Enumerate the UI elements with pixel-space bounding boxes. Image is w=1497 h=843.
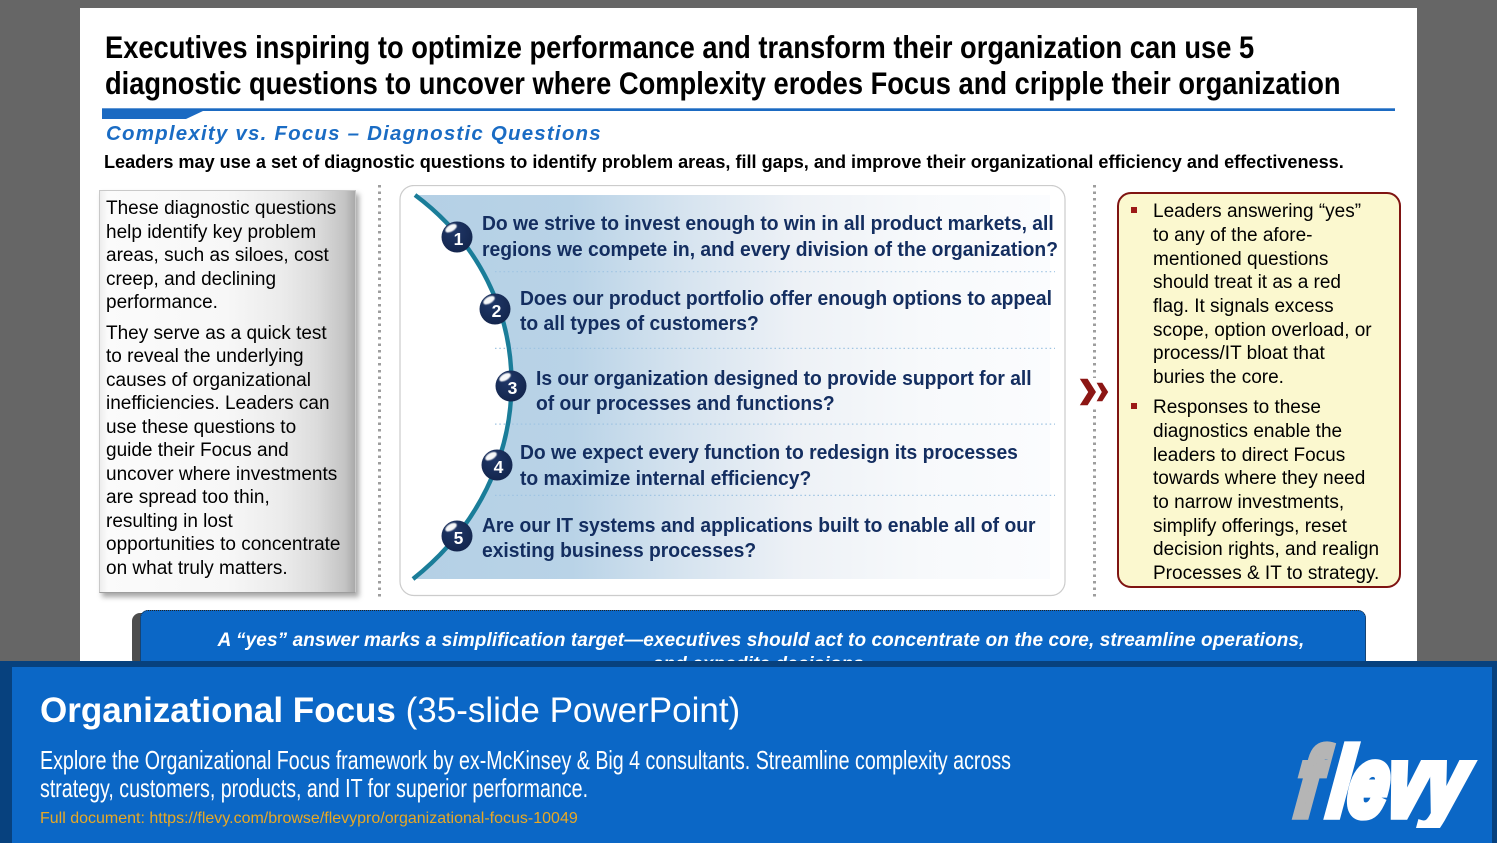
svg-text:5: 5 — [454, 528, 464, 548]
svg-text:4: 4 — [494, 457, 504, 477]
svg-text:2: 2 — [492, 301, 502, 321]
svg-text:1: 1 — [454, 229, 464, 249]
svg-text:levy: levy — [1324, 729, 1476, 828]
svg-text:3: 3 — [508, 378, 518, 398]
